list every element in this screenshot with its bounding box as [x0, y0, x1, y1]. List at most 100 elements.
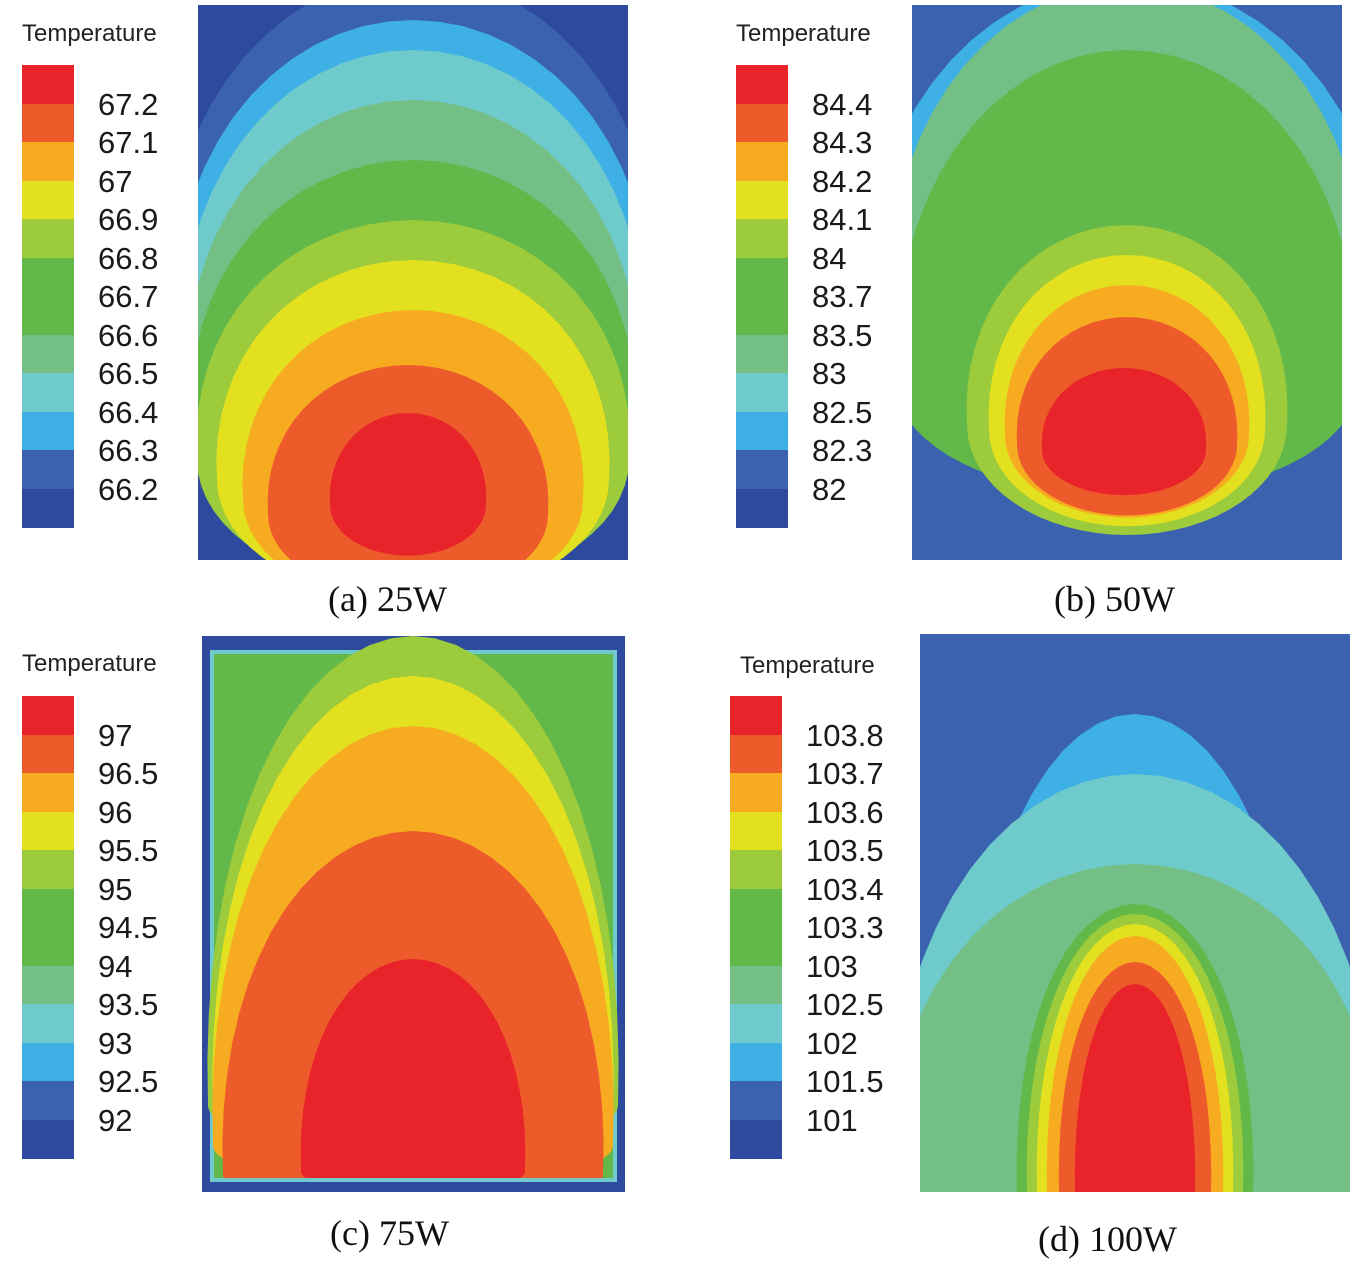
legend-level-label: 83.5 — [812, 317, 873, 353]
legend-title-a: Temperature — [22, 20, 157, 47]
legend-level-label: 94 — [98, 948, 133, 984]
legend-swatch — [730, 850, 782, 889]
legend-swatch — [730, 888, 782, 928]
legend-level-label: 93 — [98, 1025, 133, 1061]
legend-level-label: 102.5 — [806, 987, 884, 1022]
contour-band — [1074, 984, 1196, 1192]
legend-bar-d: 103.8 103.7 103.6 103.5 103.4 103.3 103 102.5 10… — [730, 696, 884, 1159]
legend-swatch — [22, 411, 74, 451]
legend-swatch — [22, 334, 74, 374]
panel-b: Temperature 84.4 84.3 84.2 84.1 84 83.7 83.5 83… — [680, 0, 1355, 630]
legend-swatch — [22, 65, 74, 104]
legend-level-label: 103.3 — [806, 910, 884, 945]
legend-swatch — [736, 65, 788, 104]
contour-plot-d — [920, 634, 1350, 1192]
caption-c: (c) 75W — [330, 1213, 449, 1253]
legend-level-label: 84.4 — [812, 86, 873, 122]
legend-swatch — [736, 180, 788, 220]
legend-level-label: 82.3 — [812, 433, 873, 468]
legend-swatch — [730, 1119, 782, 1159]
legend-level-label: 66.3 — [98, 433, 159, 468]
legend-level-label: 96.5 — [98, 756, 159, 791]
legend-level-label: 84.3 — [812, 125, 873, 160]
legend-swatch — [22, 450, 74, 489]
legend-swatch — [22, 965, 74, 1005]
legend-swatch — [736, 142, 788, 181]
caption-d: (d) 100W — [1038, 1219, 1177, 1259]
legend-level-label: 66.6 — [98, 317, 159, 353]
legend-swatch — [22, 103, 74, 143]
legend-level-label: 103.5 — [806, 833, 884, 868]
legend-level-label: 66.9 — [98, 202, 159, 237]
legend-level-label: 84.1 — [812, 202, 873, 237]
legend-bar-c: 97 96.5 96 95.5 95 94.5 94 93.5 93 92.5 92 — [22, 696, 158, 1159]
legend-level-label: 103.8 — [806, 717, 884, 753]
legend-swatch — [22, 1042, 74, 1082]
legend-swatch — [730, 773, 782, 812]
legend-level-label: 93.5 — [98, 987, 159, 1022]
legend-swatch — [22, 1081, 74, 1120]
contour-plot-c — [202, 636, 625, 1192]
legend-swatch — [730, 927, 782, 966]
panel-d: Temperature 103.8 103.7 103.6 103.5 103.4 103… — [680, 630, 1355, 1270]
legend-swatch — [730, 965, 782, 1005]
legend-swatch — [736, 296, 788, 335]
legend-swatch — [22, 1119, 74, 1159]
legend-title-d: Temperature — [740, 652, 875, 679]
legend-swatch — [22, 296, 74, 335]
caption-a: (a) 25W — [328, 579, 447, 619]
legend-level-label: 84.2 — [812, 163, 873, 199]
legend-bar-a: 67.2 67.1 67 66.9 66.8 66.7 66.6 66.5 66.4 66.3 66… — [22, 65, 158, 528]
legend-level-label: 97 — [98, 717, 133, 753]
legend-swatch — [22, 373, 74, 412]
legend-level-label: 66.7 — [98, 279, 159, 314]
legend-level-label: 66.5 — [98, 356, 159, 391]
caption-b: (b) 50W — [1054, 579, 1175, 619]
legend-swatch — [22, 1004, 74, 1043]
legend-swatch — [736, 103, 788, 143]
legend-swatch — [22, 488, 74, 528]
legend-swatch — [22, 850, 74, 889]
contour-band — [300, 959, 526, 1192]
legend-level-label: 95 — [98, 871, 133, 907]
legend-level-label: 102 — [806, 1025, 858, 1061]
legend-level-label: 103.7 — [806, 756, 884, 791]
legend-level-label: 94.5 — [98, 910, 159, 945]
legend-level-label: 66.2 — [98, 471, 159, 507]
panel-a: Temperature 67.2 67.1 67 66.9 66.8 66.7 66.6 66… — [0, 0, 680, 630]
legend-swatch — [736, 219, 788, 258]
legend-level-label: 95.5 — [98, 833, 159, 868]
panel-c: Temperature 97 96.5 96 95.5 95 94.5 94 93.5 93 92… — [0, 630, 680, 1270]
legend-swatch — [736, 450, 788, 489]
legend-swatch — [730, 811, 782, 851]
legend-swatch — [730, 734, 782, 774]
legend-level-label: 101 — [806, 1102, 858, 1138]
legend-level-label: 83 — [812, 356, 847, 391]
legend-level-label: 92 — [98, 1102, 133, 1138]
contour-band — [329, 413, 487, 556]
legend-swatch — [736, 334, 788, 374]
legend-level-label: 101.5 — [806, 1064, 884, 1099]
legend-swatch — [22, 180, 74, 220]
legend-swatch — [736, 411, 788, 451]
legend-level-label: 84 — [812, 240, 847, 276]
legend-level-label: 83.7 — [812, 279, 873, 314]
legend-level-label: 92.5 — [98, 1064, 159, 1099]
legend-swatch — [22, 927, 74, 966]
legend-level-label: 66.4 — [98, 394, 159, 430]
legend-level-label: 96 — [98, 794, 133, 830]
legend-swatch — [736, 257, 788, 297]
legend-level-label: 67 — [98, 163, 133, 199]
legend-swatch — [736, 488, 788, 528]
legend-swatch — [22, 696, 74, 735]
legend-swatch — [22, 257, 74, 297]
contour-band — [210, 1178, 617, 1182]
contour-band — [1041, 368, 1207, 496]
legend-swatch — [22, 142, 74, 181]
legend-level-label: 82.5 — [812, 394, 873, 430]
legend-level-label: 66.8 — [98, 240, 159, 276]
legend-swatch — [22, 773, 74, 812]
contour-plot-a — [198, 5, 628, 560]
legend-level-label: 82 — [812, 471, 847, 507]
legend-title-b: Temperature — [736, 20, 871, 47]
